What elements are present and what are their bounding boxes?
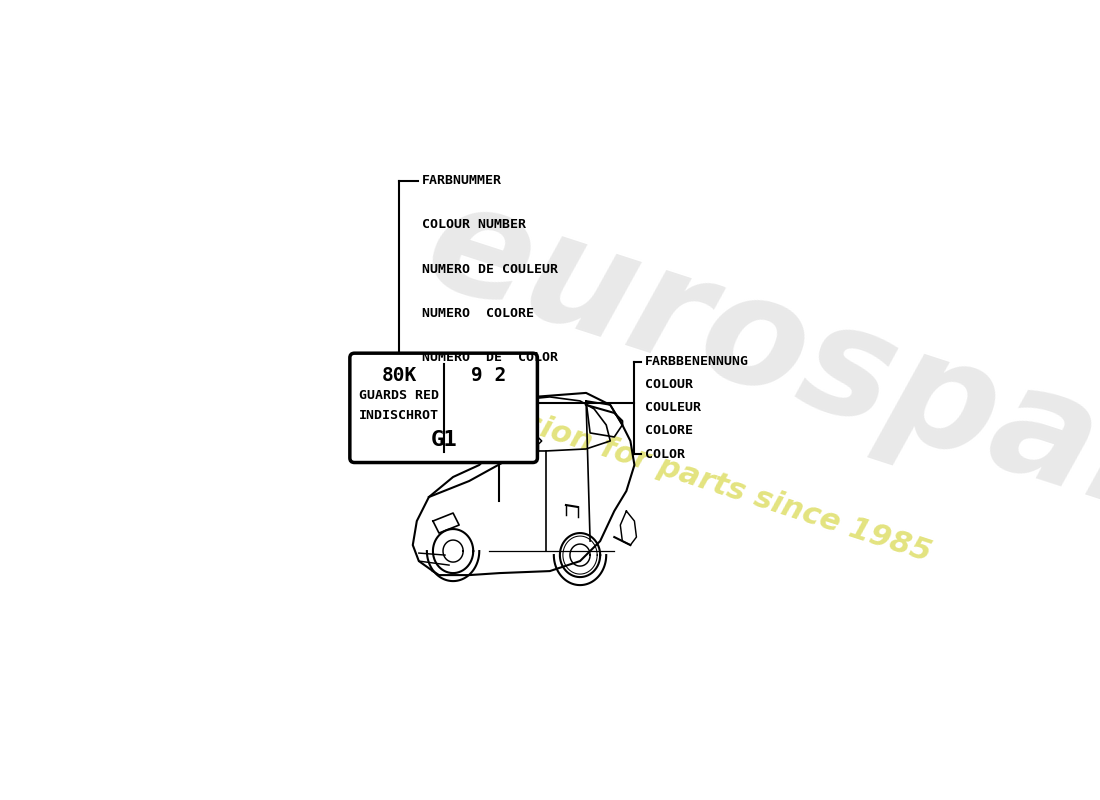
- Text: G1: G1: [430, 430, 456, 450]
- Text: NUMERO  COLORE: NUMERO COLORE: [422, 307, 535, 320]
- Text: 9 2: 9 2: [471, 366, 506, 386]
- Text: eurospares: eurospares: [409, 169, 1100, 609]
- Text: COLOR: COLOR: [645, 447, 685, 461]
- FancyBboxPatch shape: [350, 353, 538, 462]
- Text: INDISCHROT: INDISCHROT: [359, 410, 439, 422]
- Text: FARBBENENNUNG: FARBBENENNUNG: [645, 355, 749, 368]
- Text: GUARDS RED: GUARDS RED: [359, 390, 439, 402]
- Text: COULEUR: COULEUR: [645, 402, 701, 414]
- Text: FARBNUMMER: FARBNUMMER: [422, 174, 503, 187]
- Text: COLOUR: COLOUR: [645, 378, 693, 391]
- Text: NUMERO DE COULEUR: NUMERO DE COULEUR: [422, 262, 559, 276]
- Text: a passion for parts since 1985: a passion for parts since 1985: [432, 379, 935, 567]
- Text: NUMERO  DE  COLOR: NUMERO DE COLOR: [422, 351, 559, 364]
- Text: COLORE: COLORE: [645, 425, 693, 438]
- Text: 80K: 80K: [382, 366, 417, 386]
- Text: COLOUR NUMBER: COLOUR NUMBER: [422, 218, 526, 231]
